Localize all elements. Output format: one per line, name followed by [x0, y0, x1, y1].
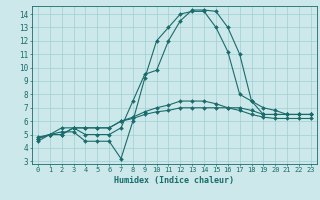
X-axis label: Humidex (Indice chaleur): Humidex (Indice chaleur) [115, 176, 234, 185]
